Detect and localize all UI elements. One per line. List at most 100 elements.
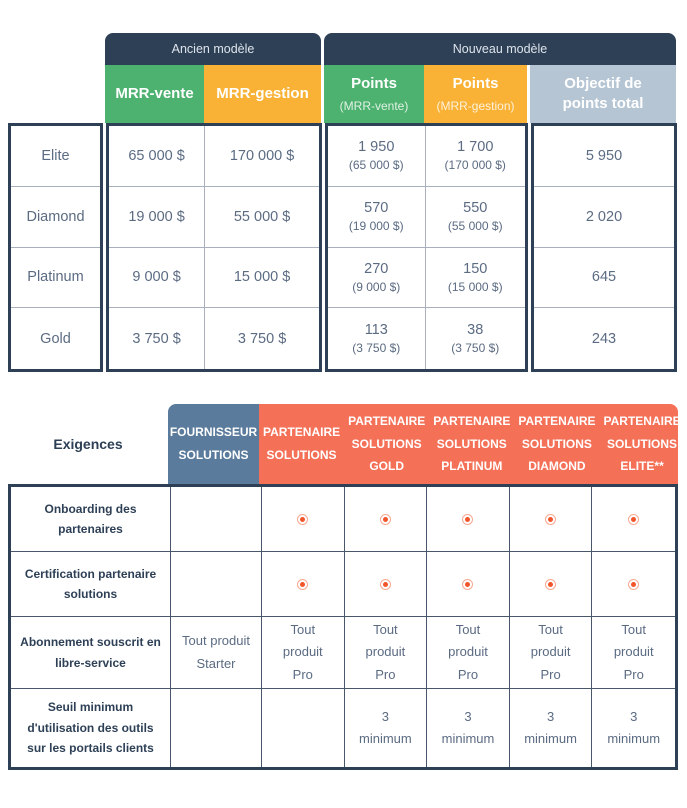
check-cell bbox=[262, 552, 345, 617]
points-gestion-value: 150 (15 000 $) bbox=[425, 248, 525, 309]
points-sub: (170 000 $) bbox=[444, 158, 506, 173]
subscription-cell: Tout produit Pro bbox=[262, 617, 345, 689]
requirements-header: Exigences FOURNISSEUR SOLUTIONS PARTENAI… bbox=[8, 404, 681, 484]
mrr-gestion-value: 55 000 $ bbox=[205, 187, 319, 248]
subscription-cell: Tout produit Pro bbox=[509, 617, 593, 689]
points-sub: (3 750 $) bbox=[451, 341, 500, 356]
col-header-points-vente: Points (MRR-vente) bbox=[324, 65, 424, 123]
subscription-cell: Tout produit Pro bbox=[344, 617, 428, 689]
tier-label: Platinum bbox=[11, 248, 100, 309]
col-header-points-gestion: Points (MRR-gestion) bbox=[424, 65, 527, 123]
points-vente-sublabel: (MRR-vente) bbox=[339, 98, 409, 113]
bullet-target-icon bbox=[545, 513, 557, 525]
requirement-label: Onboarding des partenaires bbox=[11, 487, 171, 552]
points-sub: (9 000 $) bbox=[352, 279, 401, 294]
subscription-cell: Tout produit Pro bbox=[427, 617, 510, 689]
mrr-vente-value: 3 750 $ bbox=[109, 308, 206, 369]
points-vente-value: 570 (19 000 $) bbox=[328, 186, 426, 248]
colheads-spacer bbox=[8, 65, 105, 123]
mrr-vente-value: 65 000 $ bbox=[109, 126, 206, 187]
col-header-mrr-gestion: MRR-gestion bbox=[204, 65, 321, 123]
titlebar-spacer bbox=[8, 33, 105, 65]
nouveau-modele-points-panel: 1 950 (65 000 $) 1 700 (170 000 $) 570 (… bbox=[325, 123, 528, 372]
points-main: 570 bbox=[364, 200, 389, 217]
points-sub: (65 000 $) bbox=[348, 158, 404, 173]
bullet-target-icon bbox=[545, 578, 557, 590]
empty-cell bbox=[171, 689, 262, 767]
col-header-mrr-vente-label: MRR-vente bbox=[115, 84, 194, 102]
exigences-title: Exigences bbox=[53, 436, 123, 452]
points-main: 1 950 bbox=[358, 139, 395, 156]
col-header-objectif-total: Objectif de points total bbox=[530, 65, 676, 123]
model-titlebar: Ancien modèle Nouveau modèle bbox=[8, 33, 677, 65]
empty-cell bbox=[171, 552, 262, 617]
points-main: 38 bbox=[467, 322, 484, 339]
bullet-target-icon bbox=[628, 513, 640, 525]
points-vente-value: 270 (9 000 $) bbox=[328, 247, 426, 309]
requirements-table: Exigences FOURNISSEUR SOLUTIONS PARTENAI… bbox=[8, 404, 681, 770]
col-header-partenaire-solutions: PARTENAIRE SOLUTIONS bbox=[263, 425, 341, 462]
minimum-cell: 3 minimum bbox=[510, 689, 593, 767]
empty-cell bbox=[171, 487, 262, 552]
partenaire-columns-block: PARTENAIRE SOLUTIONS PARTENAIRE SOLUTION… bbox=[259, 404, 681, 484]
subscription-cell: Tout produit Starter bbox=[171, 617, 262, 689]
points-gestion-value: 550 (55 000 $) bbox=[425, 187, 525, 248]
bullet-target-icon bbox=[462, 578, 474, 590]
objectif-total-value: 243 bbox=[591, 330, 617, 347]
ancien-modele-header: Ancien modèle bbox=[105, 33, 321, 65]
points-main: 270 bbox=[364, 260, 389, 277]
bullet-target-icon bbox=[628, 578, 640, 590]
tier-label: Elite bbox=[11, 126, 100, 187]
col-header-mrr-gestion-label: MRR-gestion bbox=[216, 84, 309, 102]
ancien-modele-panel: 65 000 $ 170 000 $ 19 000 $ 55 000 $ 9 0… bbox=[106, 123, 322, 372]
bullet-target-icon bbox=[379, 513, 391, 525]
points-gestion-label: Points bbox=[452, 75, 499, 93]
bullet-target-icon bbox=[297, 513, 309, 525]
requirements-body: Onboarding des partenaires Certification… bbox=[8, 484, 678, 770]
check-cell bbox=[344, 552, 428, 617]
points-gestion-value: 1 700 (170 000 $) bbox=[425, 126, 525, 187]
points-vente-label: Points bbox=[351, 75, 397, 93]
points-gestion-value: 38 (3 750 $) bbox=[426, 308, 525, 369]
check-cell bbox=[427, 487, 510, 552]
points-sub: (3 750 $) bbox=[352, 341, 401, 356]
points-main: 550 bbox=[463, 200, 488, 217]
points-vente-value: 113 (3 750 $) bbox=[328, 308, 426, 369]
points-gestion-sublabel: (MRR-gestion) bbox=[436, 98, 515, 113]
col-header-mrr-vente: MRR-vente bbox=[105, 65, 204, 123]
check-cell bbox=[262, 487, 345, 552]
objectif-total-value: 645 bbox=[534, 248, 674, 309]
subscription-cell: Tout produit Pro bbox=[592, 617, 675, 689]
points-main: 113 bbox=[364, 322, 388, 339]
col-header-partenaire-gold: PARTENAIRE SOLUTIONS GOLD bbox=[348, 413, 426, 474]
check-cell bbox=[344, 487, 428, 552]
bullet-target-icon bbox=[462, 513, 474, 525]
minimum-cell: 3 minimum bbox=[607, 708, 661, 746]
objectif-total-label: Objectif de points total bbox=[562, 74, 644, 112]
points-model-table: Ancien modèle Nouveau modèle MRR-vente M… bbox=[8, 33, 677, 372]
check-cell bbox=[509, 487, 593, 552]
check-cell bbox=[592, 487, 675, 552]
col-header-fournisseur-solutions: FOURNISSEUR SOLUTIONS bbox=[168, 404, 259, 484]
requirement-label: Certification partenaire solutions bbox=[11, 552, 171, 617]
objectif-total-panel: 5 950 2 020 645 243 bbox=[531, 123, 677, 372]
requirement-label: Abonnement souscrit en libre-service bbox=[11, 617, 171, 689]
mrr-gestion-value: 15 000 $ bbox=[205, 248, 319, 309]
minimum-cell: 3 minimum bbox=[345, 689, 428, 767]
objectif-total-value: 5 950 bbox=[534, 126, 674, 187]
check-cell bbox=[592, 552, 675, 617]
minimum-cell: 3 minimum bbox=[427, 689, 510, 767]
points-sub: (19 000 $) bbox=[348, 219, 404, 234]
tier-label: Gold bbox=[40, 330, 71, 347]
points-table-body: Elite Diamond Platinum Gold 65 000 $ 170… bbox=[8, 123, 677, 372]
mrr-vente-value: 9 000 $ bbox=[109, 247, 206, 309]
col-header-partenaire-elite: PARTENAIRE SOLUTIONS ELITE** bbox=[603, 413, 681, 474]
objectif-total-value: 2 020 bbox=[534, 187, 674, 248]
mrr-gestion-value: 170 000 $ bbox=[205, 126, 319, 187]
column-headers: MRR-vente MRR-gestion Points (MRR-vente)… bbox=[8, 65, 677, 123]
check-cell bbox=[509, 552, 593, 617]
tier-label: Diamond bbox=[11, 187, 100, 248]
col-header-partenaire-diamond: PARTENAIRE SOLUTIONS DIAMOND bbox=[518, 413, 596, 474]
nouveau-modele-header: Nouveau modèle bbox=[324, 33, 676, 65]
